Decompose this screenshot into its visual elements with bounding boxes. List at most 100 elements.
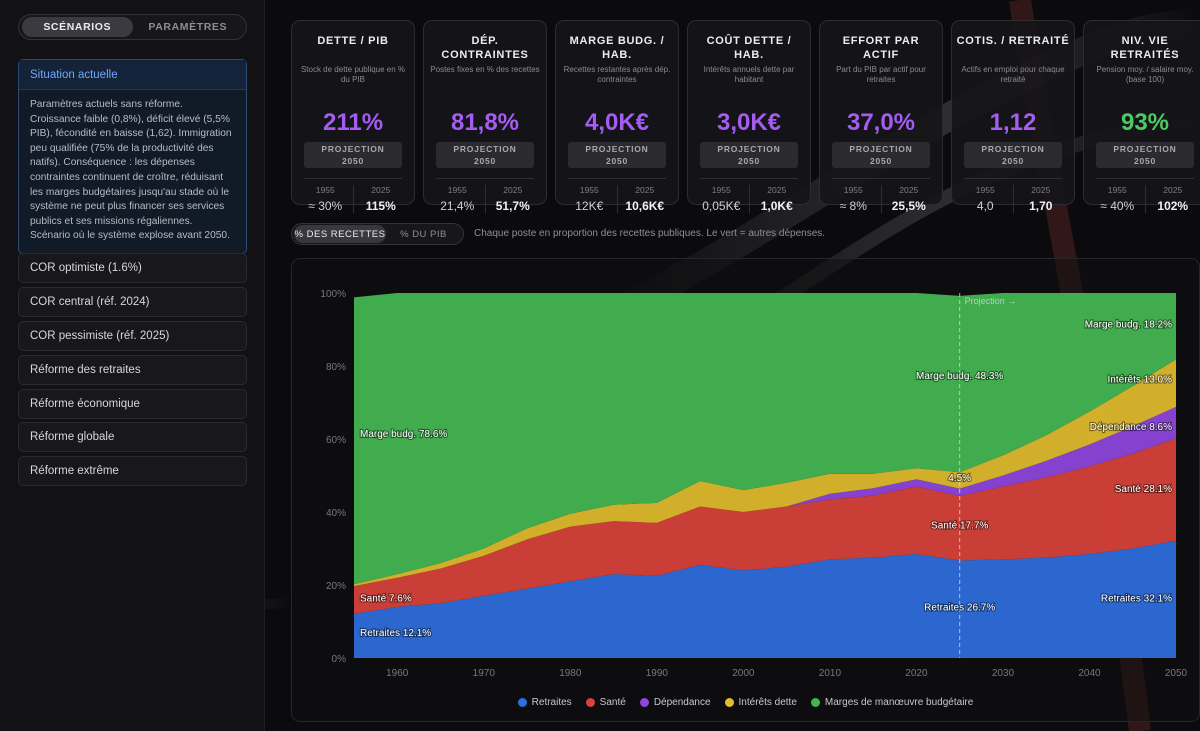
kpi-1955-value: ≈ 8%: [839, 199, 867, 213]
kpi-subtitle: Stock de dette publique en % du PIB: [300, 65, 406, 84]
kpi-value: 3,0K€: [716, 109, 782, 136]
x-tick-label: 2050: [1165, 668, 1188, 679]
tab-scenarios[interactable]: SCÉNARIOS: [22, 17, 133, 37]
chart-hint: Chaque poste en proportion des recettes …: [474, 228, 826, 239]
kpi-value: 211%: [322, 109, 384, 136]
kpi-title: COÛT DETTE / HAB.: [706, 35, 792, 61]
y-tick-label: 0%: [332, 654, 347, 665]
kpi-2025-value: 10,6K€: [625, 199, 665, 213]
area-marges-de-man-uvre-budg-taire: [354, 293, 1176, 585]
label-interets-mid: 4.5%: [948, 473, 971, 484]
kpi-subtitle: Actifs en emploi pour chaque retraité: [961, 65, 1065, 84]
scenario-item[interactable]: Réforme des retraites: [18, 355, 247, 385]
projection-badge: PROJECTION 2050: [832, 142, 930, 168]
kpi-subtitle: Recettes restantes après dép. contrainte…: [563, 65, 671, 84]
kpi-title: MARGE BUDG. / HAB.: [569, 35, 665, 61]
projection-badge: PROJECTION 2050: [568, 142, 666, 168]
kpi-2025-value: 51,7%: [495, 199, 530, 213]
kpi-card-marge-budg: MARGE BUDG. / HAB. Recettes restantes ap…: [555, 20, 679, 213]
kpi-subtitle: Postes fixes en % des recettes: [430, 65, 540, 74]
label-sante-mid: Santé 17.7%: [931, 520, 988, 531]
projection-badge: PROJECTION 2050: [1096, 142, 1194, 168]
legend-item[interactable]: Intérêts dette: [724, 697, 797, 708]
kpi-card-effort-actif: EFFORT PAR ACTIF Part du PIB par actif p…: [819, 20, 943, 213]
kpi-value: 81,8%: [450, 109, 520, 136]
scenario-item[interactable]: COR central (réf. 2024): [18, 287, 247, 317]
kpi-1955-value: ≈ 40%: [1100, 199, 1135, 213]
area-sant-: [354, 438, 1176, 614]
kpi-1955-value: ≈ 30%: [308, 199, 343, 213]
chart-mode-tabs: % DES RECETTES % DU PIB: [291, 223, 464, 245]
tab-parametres[interactable]: PARAMÈTRES: [148, 21, 228, 33]
scenario-item[interactable]: COR pessimiste (réf. 2025): [18, 321, 247, 351]
kpi-card-dette-pib: DETTE / PIB Stock de dette publique en %…: [291, 20, 415, 213]
kpi-subtitle: Pension moy. / salaire moy. (base 100): [1096, 65, 1194, 84]
y-tick-label: 20%: [326, 581, 346, 592]
x-tick-label: 2030: [992, 668, 1015, 679]
kpi-card-niv-vie-retraites: NIV. VIE RETRAITÉS Pension moy. / salair…: [1083, 20, 1200, 213]
scenario-item[interactable]: COR optimiste (1.6%): [18, 253, 247, 283]
kpi-value: 1,12: [989, 109, 1037, 136]
kpi-value: 37,0%: [846, 109, 916, 136]
kpi-card-dep-contraintes: DÉP. CONTRAINTES Postes fixes en % des r…: [423, 20, 547, 213]
kpi-title: NIV. VIE RETRAITÉS: [1110, 35, 1180, 61]
tab-pct-pib[interactable]: % DU PIB: [400, 228, 447, 240]
kpi-value: 4,0K€: [584, 109, 650, 136]
x-tick-label: 1970: [473, 668, 496, 679]
kpi-title: DÉP. CONTRAINTES: [441, 35, 529, 61]
label-marge-left: Marge budg. 78.6%: [360, 429, 447, 440]
x-tick-label: 2040: [1078, 668, 1101, 679]
x-tick-label: 1990: [646, 668, 669, 679]
scenario-item[interactable]: Réforme économique: [18, 389, 247, 419]
label-sante-right: Santé 28.1%: [1115, 484, 1172, 495]
sidebar: SCÉNARIOS PARAMÈTRES Situation actuelle …: [0, 0, 265, 731]
legend-item[interactable]: Dépendance: [639, 697, 711, 708]
tab-pct-recettes[interactable]: % DES RECETTES: [294, 225, 386, 243]
y-tick-label: 40%: [326, 508, 346, 519]
x-tick-label: 2020: [905, 668, 928, 679]
kpi-title: DETTE / PIB: [317, 35, 389, 47]
legend-item[interactable]: Santé: [585, 697, 626, 708]
kpi-1955-value: 12K€: [575, 199, 604, 213]
x-tick-label: 2010: [819, 668, 842, 679]
label-sante-left: Santé 7.6%: [360, 593, 412, 604]
y-tick-label: 60%: [326, 435, 346, 446]
projection-badge: PROJECTION 2050: [436, 142, 534, 168]
projection-label: Projection →: [965, 296, 1017, 306]
label-marge-right: Marge budg. 18.2%: [1085, 320, 1172, 331]
legend-item[interactable]: Retraites: [517, 697, 572, 708]
scenario-description: Paramètres actuels sans réforme. Croissa…: [30, 99, 232, 242]
projection-badge: PROJECTION 2050: [700, 142, 798, 168]
x-tick-label: 1980: [559, 668, 582, 679]
kpi-title: COTIS. / RETRAITÉ: [956, 35, 1070, 47]
kpi-value: 93%: [1120, 109, 1170, 136]
kpi-1955-value: 0,05K€: [702, 199, 741, 213]
chart-legend: Retraites Santé Dépendance Intérêts dett…: [291, 697, 1200, 708]
kpi-1955-value: 4,0: [976, 199, 994, 213]
label-interets-right: Intérêts 13.0%: [1108, 374, 1173, 385]
x-tick-label: 2000: [732, 668, 755, 679]
kpi-subtitle: Intérêts annuels dette par habitant: [703, 65, 795, 84]
kpi-subtitle: Part du PIB par actif pour retraites: [836, 65, 926, 84]
scenario-item[interactable]: Réforme extrême: [18, 456, 247, 486]
scenario-current[interactable]: Situation actuelle Paramètres actuels sa…: [18, 59, 247, 254]
scenario-item[interactable]: Réforme globale: [18, 422, 247, 452]
label-retraites-left: Retraites 12.1%: [360, 628, 431, 639]
kpi-title: EFFORT PAR ACTIF: [842, 35, 920, 61]
kpi-2025-value: 1,0K€: [760, 199, 793, 213]
label-dependance-right: Dépendance 8.6%: [1090, 422, 1172, 433]
area-int-r-ts-dette: [354, 359, 1176, 587]
legend-item[interactable]: Marges de manœuvre budgétaire: [810, 697, 973, 708]
projection-badge: PROJECTION 2050: [964, 142, 1062, 168]
label-marge-mid: Marge budg. 48.3%: [916, 371, 1003, 382]
mode-switch: SCÉNARIOS PARAMÈTRES: [18, 14, 247, 40]
area-retraites: [354, 540, 1176, 658]
kpi-2025-value: 102%: [1157, 199, 1189, 213]
y-tick-label: 80%: [326, 362, 346, 373]
kpi-2025-value: 1,70: [1029, 199, 1053, 213]
projection-badge: PROJECTION 2050: [304, 142, 402, 168]
kpi-card-cotis-retraite: COTIS. / RETRAITÉ Actifs en emploi pour …: [951, 20, 1075, 213]
label-retraites-mid: Retraites 26.7%: [924, 603, 995, 614]
scenario-current-title: Situation actuelle: [19, 60, 246, 90]
y-tick-label: 100%: [320, 289, 346, 300]
